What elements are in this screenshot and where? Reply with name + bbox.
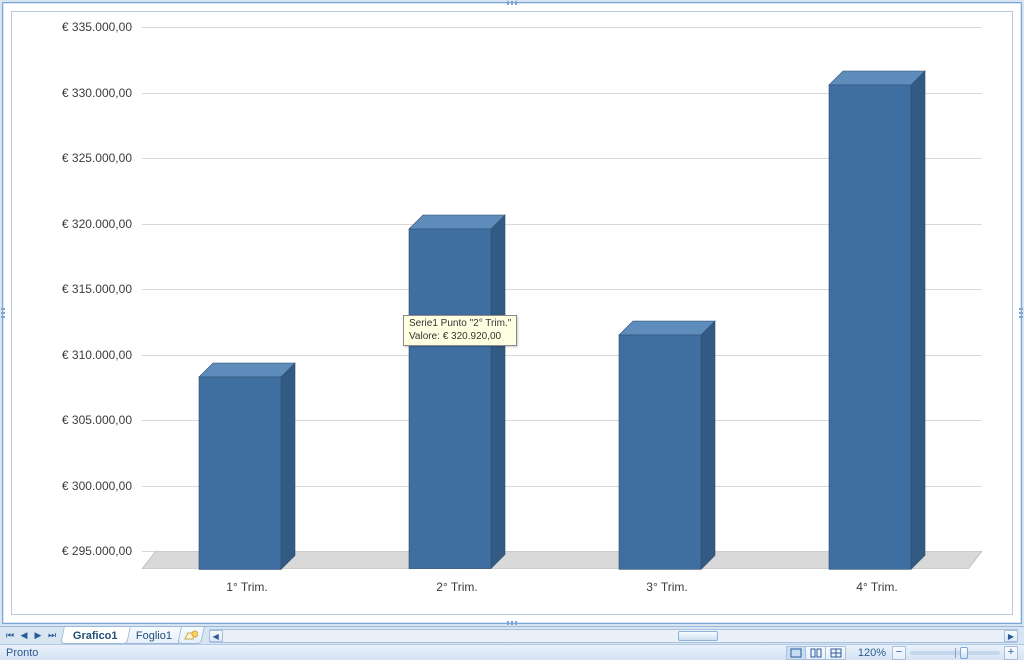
- datapoint-tooltip: Serie1 Punto "2° Trim."Valore: € 320.920…: [403, 315, 517, 346]
- zoom-percent[interactable]: 120%: [852, 647, 886, 659]
- plot-area[interactable]: € 295.000,00 € 300.000,00 € 305.000,00 € 31…: [32, 27, 992, 589]
- x-axis-tick-label: 1° Trim.: [226, 580, 267, 594]
- y-axis-tick-label: € 315.000,00: [32, 282, 132, 296]
- tab-nav-next-icon[interactable]: ▶: [32, 629, 44, 643]
- tab-nav-first-icon[interactable]: ⏮: [4, 629, 16, 643]
- view-page-layout-icon[interactable]: [806, 646, 826, 660]
- bar[interactable]: [829, 71, 925, 569]
- resize-grip-top[interactable]: [507, 1, 517, 5]
- view-page-break-icon[interactable]: [826, 646, 846, 660]
- sheet-tab[interactable]: Grafico1: [60, 627, 130, 644]
- tooltip-line-2: Valore: € 320.920,00: [409, 331, 511, 344]
- horizontal-scrollbar[interactable]: ◀ ▶: [209, 629, 1018, 643]
- tab-nav-prev-icon[interactable]: ◀: [18, 629, 30, 643]
- y-axis-tick-label: € 310.000,00: [32, 348, 132, 362]
- zoom-in-icon[interactable]: +: [1004, 646, 1018, 660]
- scroll-right-icon[interactable]: ▶: [1004, 630, 1018, 642]
- status-bar: Pronto 120% − +: [0, 644, 1024, 660]
- tab-nav-buttons: ⏮ ◀ ▶ ⏭: [0, 627, 62, 644]
- zoom-slider-knob[interactable]: [960, 647, 968, 659]
- view-normal-icon[interactable]: [786, 646, 806, 660]
- x-axis-tick-label: 4° Trim.: [856, 580, 897, 594]
- new-sheet-tab-icon[interactable]: [177, 627, 205, 644]
- y-axis-tick-label: € 320.000,00: [32, 217, 132, 231]
- bar[interactable]: [199, 363, 295, 569]
- gridline: [142, 27, 982, 28]
- status-text: Pronto: [0, 647, 38, 659]
- sheet-tab[interactable]: Foglio1: [123, 627, 185, 644]
- y-axis-tick-label: € 300.000,00: [32, 479, 132, 493]
- scroll-thumb[interactable]: [678, 631, 718, 641]
- y-axis-tick-label: € 330.000,00: [32, 86, 132, 100]
- sheet-tab-label: Foglio1: [136, 630, 172, 642]
- chart-selection-frame[interactable]: € 295.000,00 € 300.000,00 € 305.000,00 € 31…: [2, 2, 1022, 624]
- sheet-tabs: Grafico1 Foglio1: [62, 627, 199, 644]
- resize-grip-bottom[interactable]: [507, 621, 517, 625]
- tooltip-line-1: Serie1 Punto "2° Trim.": [409, 318, 511, 331]
- zoom-out-icon[interactable]: −: [892, 646, 906, 660]
- y-axis-tick-label: € 295.000,00: [32, 544, 132, 558]
- y-axis-tick-label: € 325.000,00: [32, 151, 132, 165]
- sheet-tab-label: Grafico1: [73, 630, 118, 642]
- view-buttons: [786, 646, 846, 660]
- resize-grip-right[interactable]: [1019, 308, 1023, 318]
- zoom-control: − +: [892, 646, 1018, 660]
- x-axis-tick-label: 2° Trim.: [436, 580, 477, 594]
- resize-grip-left[interactable]: [1, 308, 5, 318]
- sheet-tab-strip: ⏮ ◀ ▶ ⏭ Grafico1 Foglio1 ◀ ▶: [0, 626, 1024, 644]
- zoom-slider[interactable]: [910, 651, 1000, 655]
- y-axis-tick-label: € 305.000,00: [32, 413, 132, 427]
- scroll-left-icon[interactable]: ◀: [209, 630, 223, 642]
- bar[interactable]: [619, 321, 715, 569]
- x-axis-tick-label: 3° Trim.: [646, 580, 687, 594]
- tab-nav-last-icon[interactable]: ⏭: [46, 629, 58, 643]
- chart-area[interactable]: € 295.000,00 € 300.000,00 € 305.000,00 € 31…: [11, 11, 1013, 615]
- y-axis-tick-label: € 335.000,00: [32, 20, 132, 34]
- bar[interactable]: [409, 215, 505, 569]
